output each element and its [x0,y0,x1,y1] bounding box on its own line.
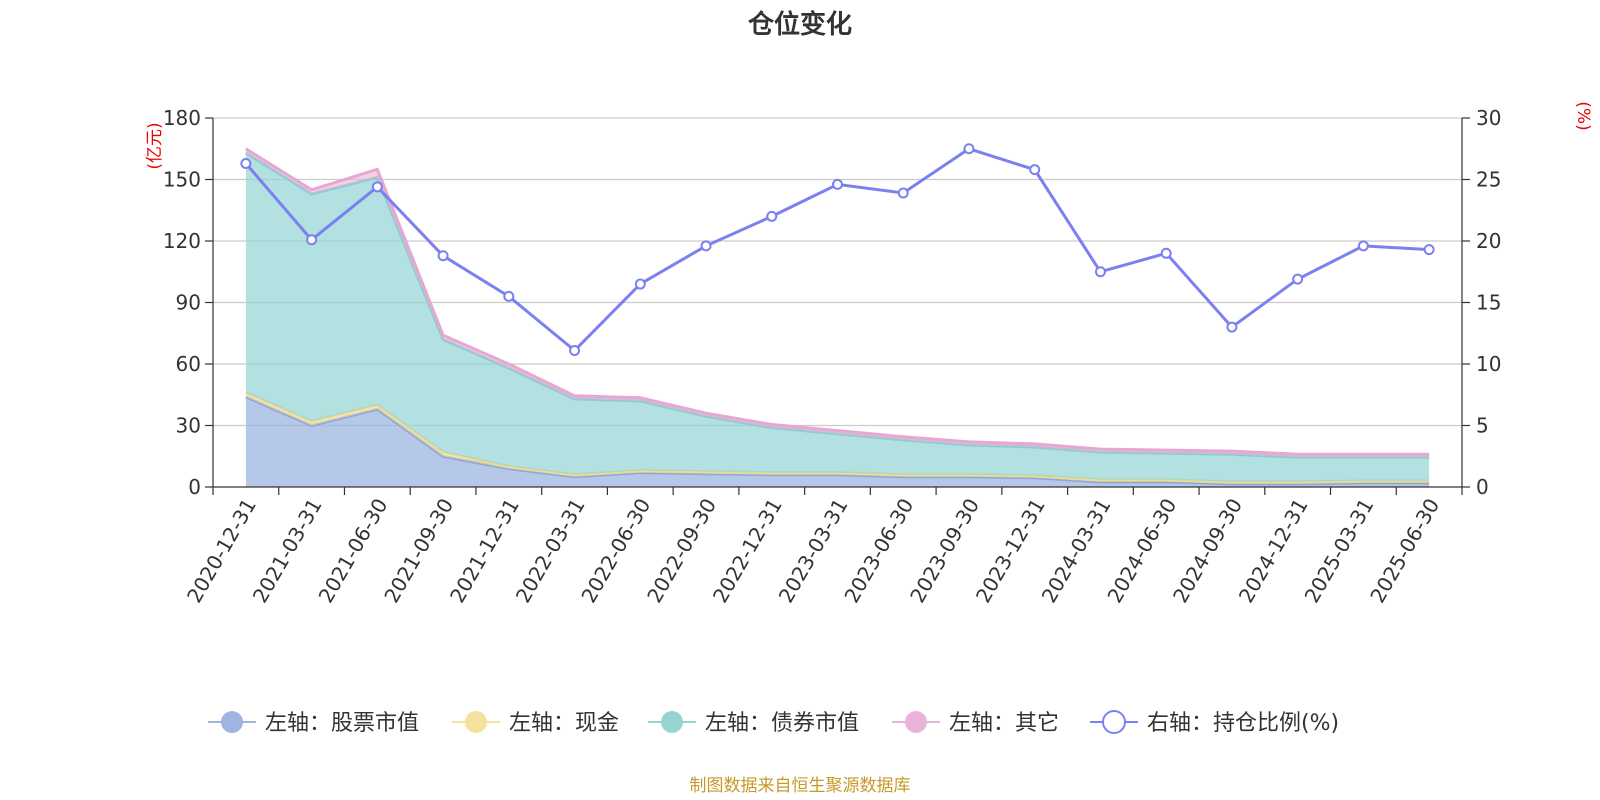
right-axis-tick-label: 0 [1476,475,1489,499]
ratio-point [371,181,383,193]
right-axis-tick-label: 20 [1476,229,1501,253]
ratio-point [897,187,909,199]
legend: 左轴：股票市值 左轴：现金 左轴：债券市值 左轴：其它 右轴：持仓比例(%) [208,710,1339,736]
x-axis-tick-label: 2021-09-30 [379,494,458,607]
ratio-point [1226,321,1238,333]
ratio-point [1160,247,1172,259]
right-axis-tick-label: 15 [1476,291,1501,315]
ratio-point [1423,244,1435,256]
source-note: 制图数据来自恒生聚源数据库 [690,776,911,796]
ratio-point [766,210,778,222]
legend-label: 左轴：其它 [949,711,1059,736]
ratio-point [240,158,252,170]
left-axis-tick-label: 120 [163,229,201,253]
x-axis-tick-label: 2024-12-31 [1234,494,1313,607]
ratio-point [1029,164,1041,176]
legend-marker [1102,710,1126,734]
x-axis-tick-label: 2023-12-31 [971,494,1050,607]
x-axis-tick-label: 2022-09-30 [642,494,721,607]
left-axis-tick-label: 90 [176,291,201,315]
right-axis-tick-label: 5 [1476,414,1489,438]
right-axis-unit: (%) [1573,101,1593,130]
left-axis-tick-label: 150 [163,168,201,192]
ratio-point [1357,240,1369,252]
right-axis-tick-label: 30 [1476,106,1501,130]
x-axis-tick-label: 2024-06-30 [1102,494,1181,607]
x-axis-tick-label: 2024-09-30 [1168,494,1247,607]
left-axis-unit: (亿元) [145,122,165,169]
left-axis-tick-label: 0 [188,475,201,499]
ratio-point [1292,273,1304,285]
legend-label: 左轴：债券市值 [705,711,859,736]
ratio-point [963,143,975,155]
ratio-point [634,278,646,290]
ratio-point [1094,266,1106,278]
ratio-point [700,240,712,252]
ratio-line [240,143,1435,356]
x-axis-tick-label: 2025-03-31 [1300,494,1379,607]
legend-label: 左轴：股票市值 [265,711,419,736]
ratio-point [437,250,449,262]
chart-title: 仓位变化 [747,9,852,40]
legend-marker [905,711,927,733]
area-2 [245,152,1430,482]
legend-label: 右轴：持仓比例(%) [1147,711,1339,736]
right-axis-tick-label: 25 [1476,168,1501,192]
ratio-point [832,178,843,190]
x-axis-tick-label: 2021-06-30 [314,494,393,607]
left-axis-tick-label: 30 [176,414,201,438]
x-axis-tick-label: 2021-03-31 [248,494,327,607]
area-0 [245,396,1430,487]
legend-label: 左轴：现金 [509,711,619,736]
stacked-areas [245,147,1430,487]
ratio-point [503,290,515,302]
ratio-point [306,234,318,246]
right-axis-tick-label: 10 [1476,352,1501,376]
x-axis-tick-label: 2023-09-30 [905,494,984,607]
x-axis-tick-label: 2021-12-31 [445,494,524,607]
legend-marker [465,711,487,733]
x-axis-tick-label: 2022-12-31 [708,494,787,607]
x-axis-tick-label: 2023-03-31 [774,494,853,607]
x-axis-tick-label: 2024-03-31 [1037,494,1116,607]
x-axis-tick-label: 2022-06-30 [576,494,655,607]
left-axis-tick-label: 60 [176,352,201,376]
x-axis-tick-label: 2025-06-30 [1365,494,1444,607]
x-axis-tick-label: 2020-12-31 [182,494,261,607]
area-edge-3 [245,147,1430,456]
x-axis-tick-label: 2023-06-30 [839,494,918,607]
legend-marker [221,711,243,733]
ratio-point [569,344,581,356]
x-axis-tick-label: 2022-03-31 [511,494,590,607]
legend-marker [661,711,683,733]
left-axis-tick-label: 180 [163,106,201,130]
